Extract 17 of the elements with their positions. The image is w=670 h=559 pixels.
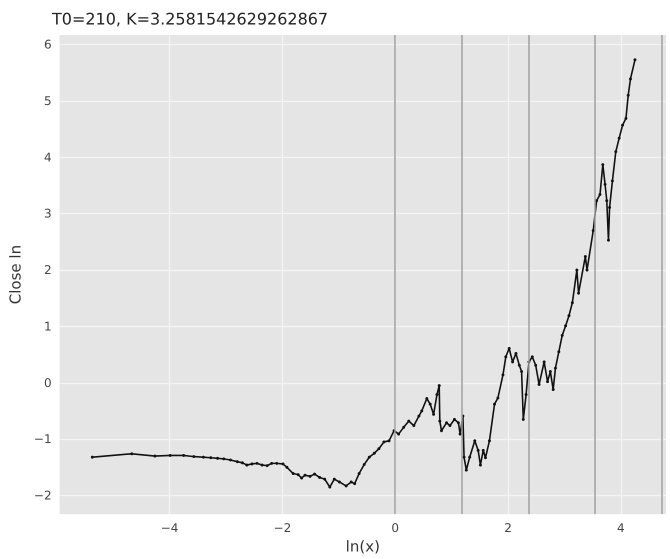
y-tick-label: 3 <box>44 206 52 221</box>
x-tick-label: 0 <box>391 521 400 536</box>
y-tick-label: −1 <box>34 432 52 446</box>
chart-title: T0=210, K=3.2581542629262867 <box>51 10 328 28</box>
y-tick-label: 0 <box>44 376 52 390</box>
y-tick-label: 1 <box>44 319 52 334</box>
x-tick-label: −2 <box>274 521 292 536</box>
x-axis-title: ln(x) <box>346 538 380 556</box>
y-tick-label: 2 <box>44 263 52 278</box>
x-tick-label: −4 <box>160 521 178 536</box>
y-tick-label: −2 <box>34 488 52 502</box>
y-axis-title: Close ln <box>6 244 24 304</box>
x-tick-label: 2 <box>504 521 512 536</box>
y-tick-label: 6 <box>44 38 52 52</box>
x-tick-label: 4 <box>617 521 625 536</box>
y-tick-label: 5 <box>44 94 52 108</box>
y-tick-label: 4 <box>44 150 52 164</box>
